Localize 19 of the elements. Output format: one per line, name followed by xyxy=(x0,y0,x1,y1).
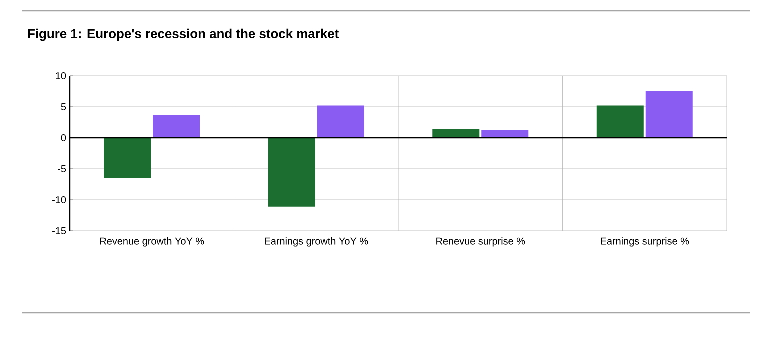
bar xyxy=(104,138,152,178)
x-tick-label: Earnings surprise % xyxy=(601,238,690,247)
y-tick-label: 0 xyxy=(61,134,66,142)
y-tick-label: -15 xyxy=(52,228,66,234)
bar xyxy=(317,106,364,138)
bar xyxy=(153,115,200,138)
y-tick-label: -10 xyxy=(52,196,66,204)
bar xyxy=(646,92,693,138)
x-tick-label: Revenue growth YoY % xyxy=(100,238,204,247)
x-tick-label: Earnings growth YoY % xyxy=(265,238,368,247)
y-tick-label: 10 xyxy=(56,72,66,80)
chart-title: Figure 1: Europe's recession and the stock market xyxy=(28,28,339,42)
bar xyxy=(596,106,644,138)
y-tick-label: 5 xyxy=(61,104,66,110)
bar xyxy=(268,138,316,207)
bar xyxy=(482,130,529,138)
x-tick-label: Renevue surprise % xyxy=(436,238,526,247)
y-tick-label: -5 xyxy=(58,166,66,172)
bar xyxy=(432,129,480,138)
